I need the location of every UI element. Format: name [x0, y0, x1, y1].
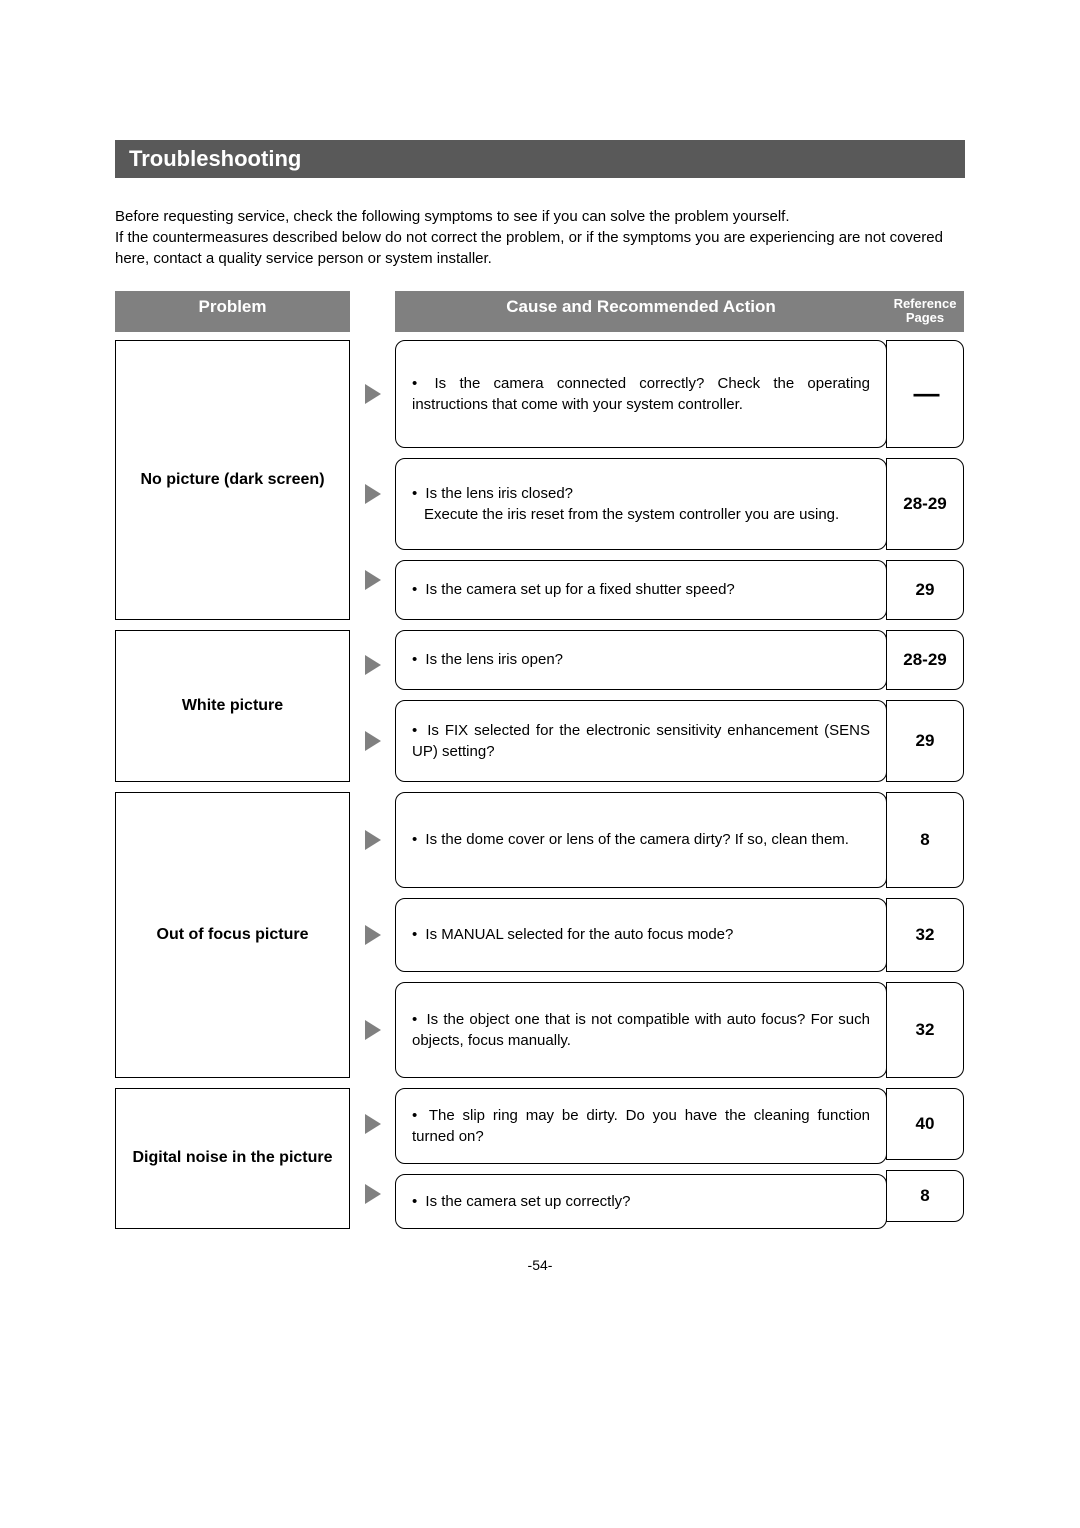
arrow-slot [365, 888, 381, 982]
arrow-slot [365, 540, 381, 620]
reference-page-value: 8 [920, 830, 929, 850]
page-number: -54- [115, 1257, 965, 1273]
arrow-slot [365, 340, 381, 448]
cause-box: • Is the lens iris open? [395, 630, 887, 690]
reference-page: 32 [886, 898, 964, 972]
reference-page-value: 32 [916, 1020, 935, 1040]
cause-box: • Is the camera set up for a fixed shutt… [395, 560, 887, 620]
cause-text: • Is the camera set up for a fixed shutt… [412, 579, 870, 600]
cause-text: • Is the object one that is not compatib… [412, 1009, 870, 1051]
arrow-column [350, 1088, 395, 1229]
reference-page-value: — [914, 378, 937, 409]
play-arrow-icon [365, 1184, 381, 1204]
reference-page-value: 40 [916, 1114, 935, 1134]
header-gap [350, 291, 395, 332]
reference-page: 28-29 [886, 630, 964, 690]
cause-text: • Is the camera set up correctly? [412, 1191, 870, 1212]
ref-column: 8 32 32 [886, 792, 964, 1078]
problem-box: No picture (dark screen) [115, 340, 350, 620]
cause-box: • Is the camera connected correctly? Che… [395, 340, 887, 448]
cause-text: • The slip ring may be dirty. Do you hav… [412, 1105, 870, 1147]
play-arrow-icon [365, 1114, 381, 1134]
ref-column: 40 8 [886, 1088, 964, 1229]
reference-page: 8 [886, 1170, 964, 1222]
cause-text: • Is the camera connected correctly? Che… [412, 373, 870, 415]
cause-box: • Is the dome cover or lens of the camer… [395, 792, 887, 888]
cause-box: • Is the camera set up correctly? [395, 1174, 887, 1229]
arrow-slot [365, 1160, 381, 1229]
troubleshooting-section: Digital noise in the picture • The slip r… [115, 1088, 965, 1229]
play-arrow-icon [365, 384, 381, 404]
header-ref: Reference Pages [886, 291, 964, 332]
cause-text: • Is the lens iris open? [412, 649, 870, 670]
arrow-slot [365, 792, 381, 888]
reference-page: 32 [886, 982, 964, 1078]
reference-page-value: 29 [916, 731, 935, 751]
cause-text: • Is the lens iris closed?Execute the ir… [412, 483, 870, 525]
cause-box: • The slip ring may be dirty. Do you hav… [395, 1088, 887, 1164]
arrow-slot [365, 1088, 381, 1160]
reference-page: 29 [886, 700, 964, 782]
cause-column: • Is the dome cover or lens of the camer… [395, 792, 887, 1078]
cause-text: • Is the dome cover or lens of the camer… [412, 829, 870, 850]
header-problem: Problem [115, 291, 350, 332]
play-arrow-icon [365, 484, 381, 504]
cause-box: • Is MANUAL selected for the auto focus … [395, 898, 887, 972]
arrow-column [350, 630, 395, 782]
intro-line-2: If the countermeasures described below d… [115, 227, 965, 269]
reference-page-value: 28-29 [903, 650, 946, 670]
arrow-slot [365, 700, 381, 782]
reference-page: 28-29 [886, 458, 964, 550]
play-arrow-icon [365, 731, 381, 751]
reference-page: 29 [886, 560, 964, 620]
play-arrow-icon [365, 1020, 381, 1040]
section-title: Troubleshooting [115, 140, 965, 178]
cause-box: • Is FIX selected for the electronic sen… [395, 700, 887, 782]
header-cause: Cause and Recommended Action [395, 291, 887, 332]
reference-page: 40 [886, 1088, 964, 1160]
play-arrow-icon [365, 655, 381, 675]
intro-text: Before requesting service, check the fol… [115, 206, 965, 269]
cause-column: • The slip ring may be dirty. Do you hav… [395, 1088, 887, 1229]
cause-text: • Is FIX selected for the electronic sen… [412, 720, 870, 762]
reference-page-value: 32 [916, 925, 935, 945]
troubleshooting-section: Out of focus picture • Is the dome cover … [115, 792, 965, 1078]
problem-box: Digital noise in the picture [115, 1088, 350, 1229]
cause-box: • Is the object one that is not compatib… [395, 982, 887, 1078]
troubleshooting-section: White picture• Is the lens iris open?• I… [115, 630, 965, 782]
intro-line-1: Before requesting service, check the fol… [115, 206, 965, 227]
troubleshooting-section: No picture (dark screen) • Is the camera … [115, 340, 965, 620]
arrow-slot [365, 982, 381, 1078]
arrow-slot [365, 630, 381, 700]
reference-page: — [886, 340, 964, 448]
arrow-column [350, 792, 395, 1078]
play-arrow-icon [365, 830, 381, 850]
problem-box: Out of focus picture [115, 792, 350, 1078]
arrow-slot [365, 448, 381, 540]
cause-box: • Is the lens iris closed?Execute the ir… [395, 458, 887, 550]
cause-text: • Is MANUAL selected for the auto focus … [412, 924, 870, 945]
cause-column: • Is the lens iris open? • Is FIX selecte… [395, 630, 887, 782]
header-row: Problem Cause and Recommended Action Ref… [115, 291, 965, 332]
cause-column: • Is the camera connected correctly? Che… [395, 340, 887, 620]
play-arrow-icon [365, 570, 381, 590]
reference-page-value: 29 [916, 580, 935, 600]
reference-page: 8 [886, 792, 964, 888]
reference-page-value: 28-29 [903, 494, 946, 514]
ref-column: 28-29 29 [886, 630, 964, 782]
reference-page-value: 8 [920, 1186, 929, 1206]
arrow-column [350, 340, 395, 620]
ref-column: — 28-29 29 [886, 340, 964, 620]
play-arrow-icon [365, 925, 381, 945]
problem-box: White picture [115, 630, 350, 782]
